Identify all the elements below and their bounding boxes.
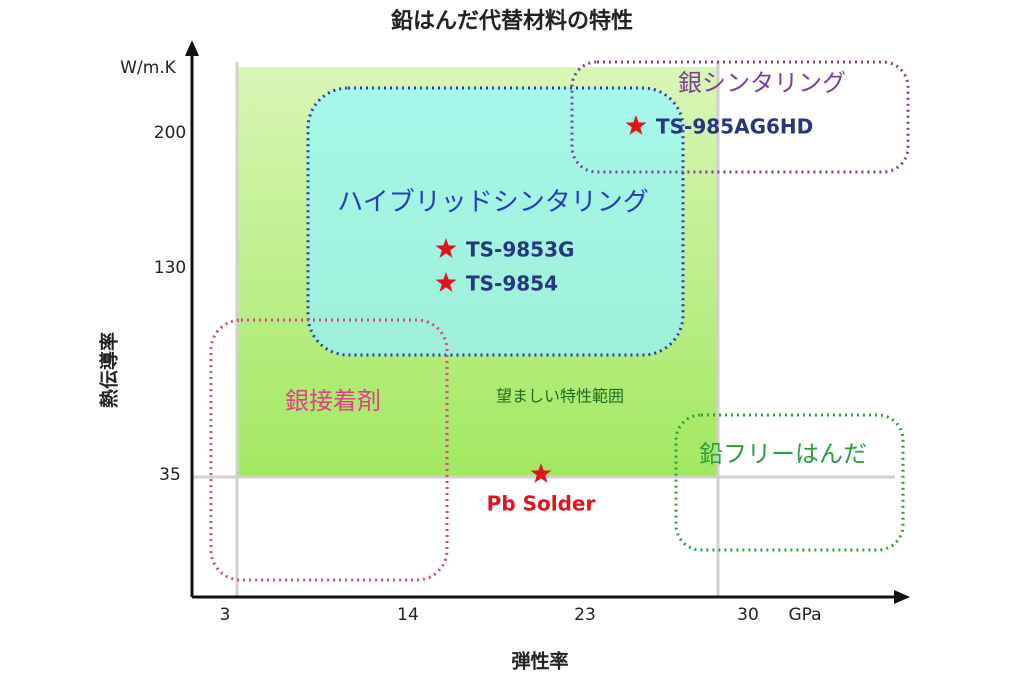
x-tick: 30: [737, 605, 759, 625]
y-arrow: [185, 40, 199, 56]
region-label: 鉛フリーはんだ: [699, 440, 867, 468]
x-label: 弾性率: [511, 650, 568, 673]
axes: [190, 52, 898, 599]
x-unit: GPa: [788, 605, 821, 625]
x-tick: 3: [220, 605, 231, 625]
region-label: 銀接着剤: [285, 387, 381, 415]
region-label: ハイブリッドシンタリング: [337, 188, 648, 218]
y-label: 熱伝導率: [98, 332, 121, 408]
point-label: Pb Solder: [487, 492, 596, 516]
point-label: TS-9854: [466, 272, 558, 296]
x-tick: 23: [574, 605, 596, 625]
y-tick: 200: [154, 123, 186, 143]
region-label: 銀シンタリング: [678, 69, 846, 97]
region-label: 望ましい特性範囲: [496, 387, 624, 406]
point-label: TS-985AG6HD: [656, 115, 813, 139]
y-tick: 130: [154, 258, 186, 278]
lead-free-region: [674, 413, 905, 552]
silver-adhesive-region: [209, 318, 449, 582]
y-tick: 35: [159, 465, 181, 485]
hybrid-region: [306, 86, 685, 357]
x-tick: 14: [397, 605, 419, 625]
point-label: TS-9853G: [466, 238, 574, 262]
silver-sinter-region: [570, 60, 910, 174]
x-arrow: [894, 590, 910, 604]
title: 鉛はんだ代替材料の特性: [391, 8, 633, 34]
y-unit: W/m.K: [120, 58, 177, 78]
